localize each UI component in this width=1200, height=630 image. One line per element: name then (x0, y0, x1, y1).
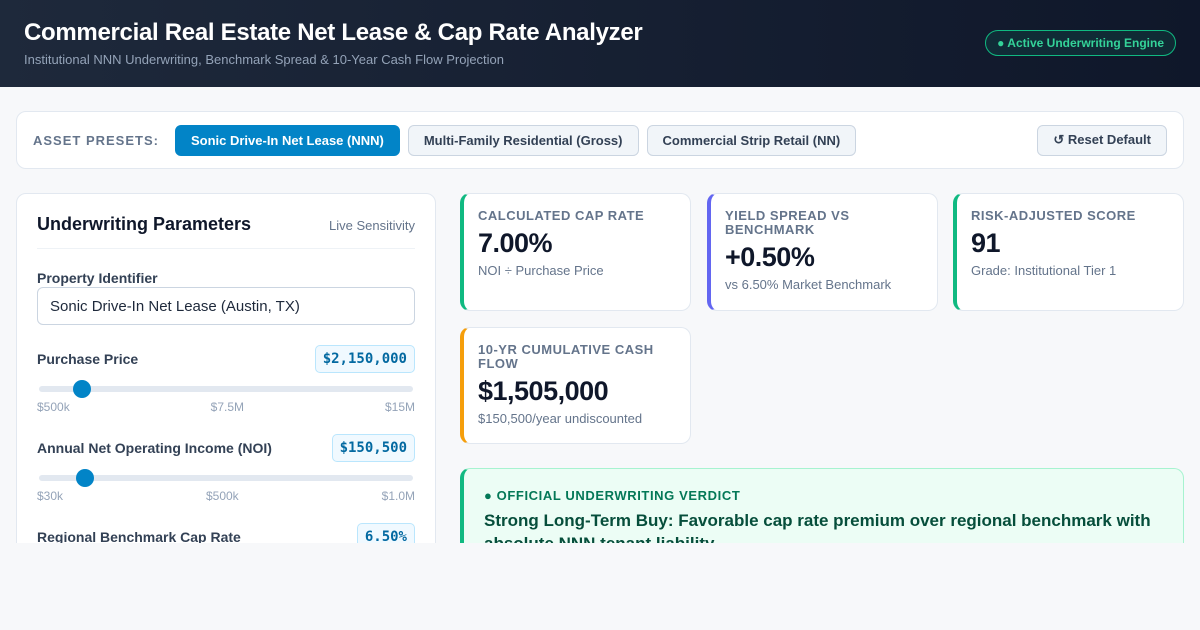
purchase-price-label: Purchase Price (37, 351, 139, 367)
tick-label: $500k (37, 400, 70, 414)
kpi-card-risk-score: Risk-Adjusted Score 91 Grade: Institutio… (953, 193, 1184, 311)
purchase-price-row: Purchase Price $2,150,000 (37, 345, 415, 373)
tick-label: $7.5M (210, 400, 245, 414)
kpi-value: 91 (971, 228, 1001, 258)
kpi-label: 10-Yr Cumulative Cash Flow (478, 342, 654, 371)
tick-label: $1.0M (381, 489, 415, 503)
kpi-label: Risk-Adjusted Score (971, 208, 1136, 223)
reset-default-button[interactable]: ↺ Reset Default (1037, 124, 1167, 156)
preset-button-strip-retail-nn[interactable]: Commercial Strip Retail (NN) (646, 124, 857, 156)
property-identifier-label: Property Identifier (37, 270, 158, 286)
kpi-label: Calculated Cap Rate (478, 208, 645, 223)
page-subtitle: Institutional NNN Underwriting, Benchmar… (24, 52, 505, 67)
live-sensitivity-label: Live Sensitivity (329, 218, 415, 233)
kpi-value: $1,505,000 (478, 376, 609, 406)
preset-bar: ASSET PRESETS: Sonic Drive-In Net Lease … (16, 111, 1184, 169)
purchase-price-slider[interactable] (39, 380, 413, 398)
verdict-label: ● OFFICIAL UNDERWRITING VERDICT (484, 488, 741, 503)
panel-header: Underwriting Parameters Live Sensitivity (37, 214, 415, 249)
preset-button-multifamily-gross[interactable]: Multi-Family Residential (Gross) (407, 124, 639, 156)
benchmark-cap-rate-label: Regional Benchmark Cap Rate (37, 529, 241, 545)
noi-value: $150,500 (331, 434, 415, 462)
kpi-value: +0.50% (725, 242, 815, 272)
kpi-note: Grade: Institutional Tier 1 (971, 263, 1117, 278)
noi-slider-thumb[interactable] (76, 469, 95, 487)
kpi-card-yield-spread: Yield Spread vs Benchmark +0.50% vs 6.50… (707, 193, 938, 311)
kpi-label: Yield Spread vs Benchmark (725, 208, 850, 237)
kpi-note: $150,500/year undiscounted (478, 411, 643, 426)
property-identifier-input[interactable] (37, 287, 415, 325)
noi-row: Annual Net Operating Income (NOI) $150,5… (37, 434, 415, 462)
kpi-card-cap-rate: Calculated Cap Rate 7.00% NOI ÷ Purchase… (460, 193, 691, 311)
underwriting-parameters-panel: Underwriting Parameters Live Sensitivity… (16, 193, 436, 553)
page-title: Commercial Real Estate Net Lease & Cap R… (24, 19, 643, 46)
viewport-fold (0, 543, 1200, 630)
tick-label: $30k (37, 489, 64, 503)
tick-label: $15M (384, 400, 415, 414)
noi-slider[interactable] (39, 469, 413, 487)
purchase-price-ticks: $500k $7.5M $15M (37, 400, 415, 414)
noi-label: Annual Net Operating Income (NOI) (37, 440, 272, 456)
purchase-price-value: $2,150,000 (314, 345, 415, 373)
kpi-note: vs 6.50% Market Benchmark (725, 277, 892, 292)
noi-ticks: $30k $500k $1.0M (37, 489, 415, 503)
kpi-card-cumulative-cash-flow: 10-Yr Cumulative Cash Flow $1,505,000 $1… (460, 327, 691, 444)
purchase-price-slider-thumb[interactable] (72, 380, 91, 398)
preset-button-sonic-nnn[interactable]: Sonic Drive-In Net Lease (NNN) (174, 124, 400, 156)
status-badge: ● Active Underwriting Engine (985, 30, 1176, 56)
panel-title: Underwriting Parameters (37, 214, 252, 234)
preset-bar-label: ASSET PRESETS: (33, 132, 159, 148)
kpi-note: NOI ÷ Purchase Price (478, 263, 604, 278)
kpi-value: 7.00% (478, 228, 553, 258)
tick-label: $500k (205, 489, 239, 503)
app-header: Commercial Real Estate Net Lease & Cap R… (0, 0, 1200, 87)
